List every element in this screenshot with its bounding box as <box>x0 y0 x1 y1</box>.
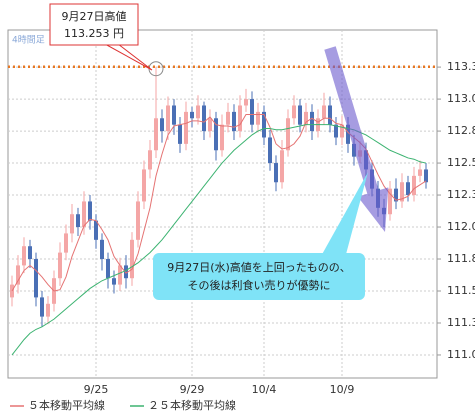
candle-body <box>262 111 266 138</box>
candle-body <box>118 265 122 285</box>
candle-body <box>208 118 212 132</box>
candle-body <box>40 297 44 317</box>
candle-body <box>94 220 98 240</box>
candle-body <box>394 188 398 202</box>
candle-body <box>268 137 272 164</box>
callout-box <box>49 3 139 46</box>
candle-body <box>400 182 404 202</box>
legend-label: ２５本移動平均線 <box>148 398 236 412</box>
y-tick-label: 111.5 <box>447 284 475 297</box>
y-tick-label: 113.3 <box>447 60 475 73</box>
bubble-box <box>153 253 365 300</box>
y-tick-label: 111.8 <box>447 252 475 265</box>
candle-body <box>124 265 128 279</box>
timeframe-label: 4時間足 <box>12 35 45 46</box>
callout-value: 113.253 円 <box>64 27 124 40</box>
candle-body <box>64 233 68 253</box>
x-tick-label: 9/29 <box>180 383 205 396</box>
candle-body <box>244 99 248 106</box>
candle-body <box>334 124 338 138</box>
y-tick-label: 111.0 <box>447 348 475 361</box>
candle-body <box>22 246 26 266</box>
candle-body <box>340 124 344 138</box>
bubble-line: その後は利食い売りが優勢に <box>188 278 331 292</box>
candle-body <box>226 111 230 125</box>
marks <box>8 61 437 356</box>
candle-body <box>196 105 200 119</box>
candle-body <box>34 259 38 298</box>
y-tick-label: 112.3 <box>447 188 475 201</box>
candle-body <box>292 105 296 119</box>
legend-label: ５本移動平均線 <box>28 398 105 412</box>
candle-body <box>388 188 392 215</box>
candle-body <box>82 201 86 228</box>
candle-body <box>190 111 194 119</box>
candle-body <box>214 118 218 151</box>
candle-body <box>274 163 278 183</box>
candle-body <box>304 111 308 125</box>
candle-body <box>184 111 188 144</box>
candle-body <box>346 124 350 144</box>
candle-body <box>286 118 290 151</box>
bubble-line: 9月27日(水)高値を上回ったものの、 <box>167 260 351 274</box>
candle-body <box>256 111 260 125</box>
y-tick-label: 112.8 <box>447 124 475 137</box>
candle-body <box>16 265 20 285</box>
candle-body <box>148 150 152 170</box>
candle-body <box>202 105 206 132</box>
candle-body <box>130 239 134 279</box>
candle-body <box>58 252 62 279</box>
x-tick-label: 10/9 <box>330 383 355 396</box>
x-tick-label: 9/25 <box>84 383 109 396</box>
y-tick-label: 111.3 <box>447 316 475 329</box>
candle-body <box>46 303 50 317</box>
candle-body <box>160 118 164 132</box>
candle-body <box>424 169 428 183</box>
candle-body <box>250 99 254 125</box>
candle-body <box>28 246 32 260</box>
candle-body <box>322 105 326 119</box>
candle-body <box>112 278 116 285</box>
legend: ５本移動平均線 ２５本移動平均線 <box>10 398 236 412</box>
candle-body <box>178 124 182 144</box>
y-tick-label: 113.0 <box>447 92 475 105</box>
candle-body <box>280 150 284 183</box>
y-tick-label: 112.0 <box>447 220 475 233</box>
candle-body <box>238 105 242 132</box>
candle-body <box>154 118 158 151</box>
candle-body <box>310 111 314 132</box>
candle-body <box>70 214 74 234</box>
candle-body <box>406 182 410 196</box>
x-tick-label: 10/4 <box>252 383 277 396</box>
candle-body <box>100 239 104 260</box>
candle-body <box>232 111 236 132</box>
candle-body <box>106 259 110 279</box>
candle-body <box>172 105 176 125</box>
bubble-pointer <box>320 172 368 258</box>
callout-title: 9月27日高値 <box>62 9 127 23</box>
y-tick-label: 112.5 <box>447 156 475 169</box>
candle-body <box>88 201 92 221</box>
candle-body <box>220 124 224 151</box>
candle-body <box>298 105 302 125</box>
trend-arrow <box>324 46 389 232</box>
candle-body <box>76 214 80 228</box>
candle-body <box>352 143 356 157</box>
candle-body <box>136 201 140 240</box>
candle-body <box>328 105 332 125</box>
candle-body <box>166 105 170 132</box>
candle-body <box>142 169 146 202</box>
candle-body <box>412 175 416 196</box>
candle-body <box>418 169 422 176</box>
